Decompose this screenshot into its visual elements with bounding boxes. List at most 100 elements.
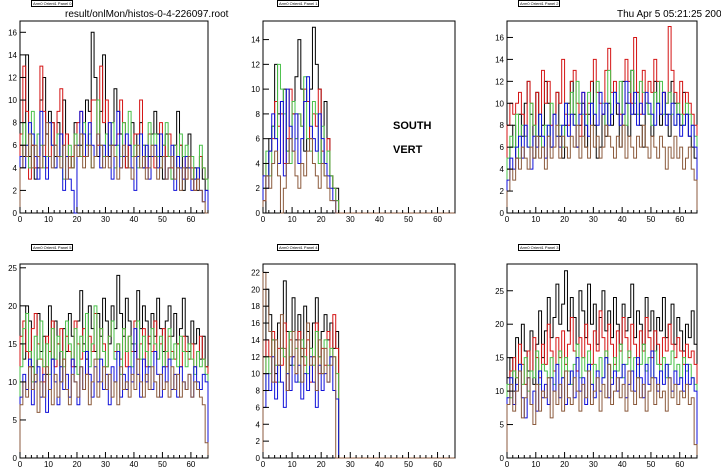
y-tick-label: 0: [256, 209, 261, 218]
histogram-series-blue: [19, 328, 209, 458]
y-tick-label: 10: [8, 378, 17, 387]
x-tick-label: 50: [646, 215, 655, 224]
plot-frame: [19, 20, 209, 214]
y-tick-label: 14: [251, 36, 260, 45]
y-tick-label: 5: [500, 421, 505, 430]
y-tick-label: 2: [500, 187, 505, 196]
y-tick-label: 20: [495, 320, 504, 329]
y-tick-label: 0: [500, 209, 505, 218]
x-tick-label: 60: [433, 460, 442, 469]
panel-5-title: Arm0 Orient1 Panel 5: [31, 244, 74, 251]
y-tick-label: 14: [495, 55, 504, 64]
y-tick-label: 16: [8, 28, 17, 37]
histogram-series-blue: [262, 356, 455, 459]
y-tick-label: 10: [8, 96, 17, 105]
x-tick-label: 0: [505, 460, 510, 469]
x-tick-label: 60: [186, 215, 195, 224]
y-tick-label: 16: [495, 33, 504, 42]
y-tick-label: 2: [256, 437, 261, 446]
x-tick-label: 10: [531, 215, 540, 224]
y-tick-label: 20: [251, 285, 260, 294]
y-tick-label: 4: [256, 159, 261, 168]
x-tick-label: 40: [129, 215, 138, 224]
panel-4-title: Arm0 Orient1 Panel 4: [277, 244, 320, 251]
x-tick-label: 10: [531, 460, 540, 469]
root-file-label: result/onlMon/histos-0-4-226097.root: [65, 9, 229, 20]
y-tick-label: 0: [13, 454, 18, 463]
histogram-series-brown: [262, 138, 455, 214]
x-tick-label: 40: [618, 215, 627, 224]
histogram-series-black: [19, 274, 209, 458]
histogram-panel: 0 10 20 30 40 50 60 0 5 10 15 20 25: [495, 263, 698, 469]
y-tick-label: 8: [256, 110, 261, 119]
y-tick-label: 15: [495, 354, 504, 363]
y-tick-label: 12: [495, 77, 504, 86]
y-tick-label: 10: [251, 370, 260, 379]
x-tick-label: 30: [101, 460, 110, 469]
y-tick-label: 10: [495, 387, 504, 396]
histogram-panel: 0 10 20 30 40 50 60 0 2 4 6 8 10 12 14 16 18 20 22: [251, 263, 456, 469]
x-tick-label: 30: [589, 460, 598, 469]
y-tick-label: 4: [500, 165, 505, 174]
x-tick-label: 10: [288, 215, 297, 224]
y-tick-label: 6: [13, 141, 18, 150]
vert-label: VERT: [393, 144, 423, 156]
x-tick-label: 40: [129, 460, 138, 469]
y-tick-label: 22: [251, 268, 260, 277]
y-tick-label: 12: [251, 60, 260, 69]
y-tick-label: 4: [13, 164, 18, 173]
x-tick-label: 30: [346, 215, 355, 224]
histogram-panel: 0 10 20 30 40 50 60 0 5 10 15 20 25: [8, 263, 209, 469]
y-tick-label: 6: [256, 135, 261, 144]
y-tick-label: 6: [256, 403, 261, 412]
y-tick-label: 2: [13, 186, 18, 195]
y-tick-label: 25: [495, 287, 504, 296]
x-tick-label: 20: [73, 215, 82, 224]
x-tick-label: 20: [317, 215, 326, 224]
x-tick-label: 50: [646, 460, 655, 469]
y-tick-label: 15: [8, 340, 17, 349]
y-tick-label: 14: [8, 51, 17, 60]
panel-0-title: Arm0 Orient1 Panel 0: [31, 0, 74, 7]
histogram-series-blue: [262, 76, 455, 214]
south-label: SOUTH: [393, 120, 432, 132]
x-tick-label: 0: [18, 215, 23, 224]
y-tick-label: 10: [251, 85, 260, 94]
x-tick-label: 60: [675, 460, 684, 469]
histogram-panel: 0 10 20 30 40 50 60 0 2 4 6 8 10 12 14: [251, 20, 456, 224]
y-tick-label: 8: [13, 119, 18, 128]
x-tick-label: 60: [675, 215, 684, 224]
y-tick-label: 10: [495, 99, 504, 108]
y-tick-label: 14: [251, 336, 260, 345]
histogram-series-black: [506, 270, 698, 458]
panel-3-title: Arm0 Orient1 Panel 3: [518, 244, 561, 251]
y-tick-label: 2: [256, 184, 261, 193]
x-tick-label: 0: [261, 460, 266, 469]
y-tick-label: 5: [13, 416, 18, 425]
histogram-series-blue: [19, 110, 209, 214]
y-tick-label: 16: [251, 319, 260, 328]
plot-frame: [506, 20, 698, 214]
x-tick-label: 10: [44, 215, 53, 224]
panel-1-title: Arm0 Orient1 Panel 1: [277, 0, 320, 7]
panel-2-title: Arm0 Orient1 Panel 2: [518, 0, 561, 7]
x-tick-label: 50: [404, 460, 413, 469]
y-tick-label: 12: [251, 353, 260, 362]
histogram-series-black: [263, 26, 455, 214]
x-tick-label: 60: [186, 460, 195, 469]
x-tick-label: 30: [346, 460, 355, 469]
x-tick-label: 10: [288, 460, 297, 469]
y-tick-label: 25: [8, 264, 17, 273]
x-tick-label: 20: [560, 460, 569, 469]
x-tick-label: 40: [618, 460, 627, 469]
x-tick-label: 0: [505, 215, 510, 224]
y-tick-label: 6: [500, 143, 505, 152]
histogram-panel: 0 10 20 30 40 50 60 0 2 4 6 8 10 12 14 16: [8, 20, 209, 224]
y-tick-label: 18: [251, 302, 260, 311]
y-tick-label: 0: [13, 209, 18, 218]
y-tick-label: 4: [256, 420, 261, 429]
x-tick-label: 60: [433, 215, 442, 224]
y-tick-label: 8: [256, 387, 261, 396]
x-tick-label: 40: [375, 460, 384, 469]
